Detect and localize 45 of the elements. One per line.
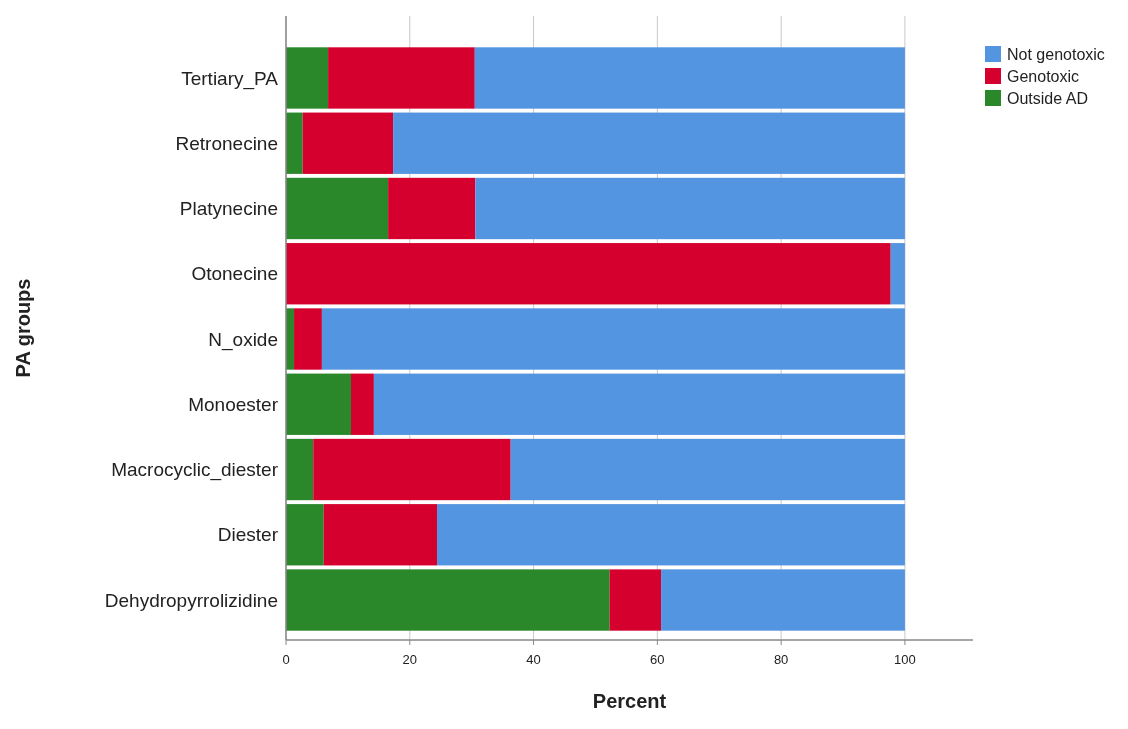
bar [890, 243, 905, 305]
bar [661, 569, 905, 631]
bar [510, 438, 905, 501]
bar [388, 177, 476, 240]
legend-label: Outside AD [1007, 89, 1088, 107]
bar [437, 504, 905, 566]
bar [475, 177, 905, 240]
y-tick-label: Retronecine [175, 132, 278, 154]
x-tick-label: 20 [402, 652, 418, 667]
bar [294, 308, 322, 370]
y-tick-label: Macrocyclic_diester [111, 459, 279, 482]
legend-label: Not genotoxic [1007, 45, 1105, 63]
bar [286, 438, 314, 501]
bar [286, 177, 389, 240]
x-tick-label: 80 [773, 652, 789, 667]
bar [323, 504, 438, 566]
y-tick-label: Otonecine [191, 263, 278, 285]
x-tick-label: 0 [282, 652, 290, 667]
bar [321, 308, 905, 370]
x-tick-label: 100 [894, 652, 916, 667]
bar [609, 569, 662, 631]
y-tick-label: N_oxide [208, 328, 278, 351]
y-axis-title: PA groups [12, 278, 34, 378]
x-tick-label: 60 [650, 652, 665, 667]
bar [286, 569, 610, 631]
bar [286, 504, 324, 566]
y-tick-label: Platynecine [179, 198, 278, 220]
bar [393, 112, 905, 174]
y-tick-label: Tertiary_PA [181, 67, 279, 90]
bar [286, 373, 351, 435]
bar [286, 47, 329, 109]
y-tick-label: Diester [217, 524, 279, 546]
bar [286, 112, 303, 174]
x-tick-label: 40 [526, 652, 541, 667]
x-axis-title: Percent [592, 690, 667, 712]
bar [474, 47, 905, 109]
bar [328, 47, 475, 109]
y-tick-label: Monoester [188, 393, 279, 415]
bar [286, 243, 891, 305]
bar [350, 373, 374, 435]
bar [302, 112, 394, 174]
legend-label: Genotoxic [1007, 67, 1080, 85]
bar [373, 373, 905, 435]
bar [313, 438, 511, 501]
y-tick-label: Dehydropyrrolizidine [104, 589, 278, 611]
